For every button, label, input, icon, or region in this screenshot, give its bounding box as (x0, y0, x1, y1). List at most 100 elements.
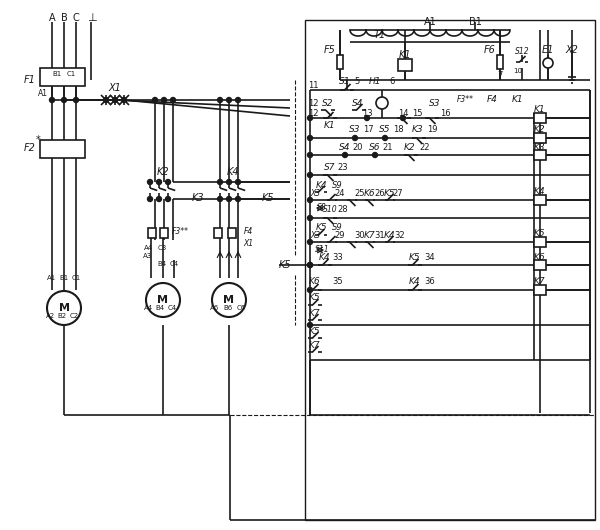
Text: A3: A3 (143, 253, 152, 259)
Text: X3: X3 (310, 190, 320, 199)
Text: K7: K7 (309, 341, 321, 350)
Text: S9: S9 (332, 181, 343, 190)
Text: K5: K5 (262, 193, 274, 203)
Text: 13: 13 (362, 109, 373, 118)
Circle shape (376, 97, 388, 109)
Circle shape (308, 116, 313, 120)
Text: S8: S8 (317, 204, 327, 213)
Text: C1: C1 (67, 71, 76, 77)
Text: 32: 32 (395, 232, 406, 241)
Text: S4: S4 (339, 143, 351, 152)
Circle shape (383, 136, 388, 140)
Text: F6: F6 (484, 45, 496, 55)
Text: K6: K6 (309, 278, 321, 287)
Text: F4: F4 (487, 95, 497, 104)
Circle shape (543, 58, 553, 68)
Text: C: C (73, 13, 79, 23)
Circle shape (308, 216, 313, 220)
Text: 17: 17 (362, 126, 373, 135)
Bar (534, 260, 546, 270)
Bar (228, 228, 236, 238)
Circle shape (148, 197, 152, 201)
Text: C2: C2 (70, 313, 79, 319)
Text: 36: 36 (425, 278, 436, 287)
Circle shape (212, 283, 246, 317)
Circle shape (353, 136, 358, 140)
Text: K5: K5 (316, 224, 328, 233)
Text: *: * (35, 135, 40, 145)
Text: K7: K7 (309, 308, 321, 317)
Text: 28: 28 (338, 206, 349, 215)
Text: F5: F5 (324, 45, 336, 55)
Text: 22: 22 (420, 143, 430, 152)
Text: K3: K3 (412, 126, 424, 135)
Circle shape (227, 98, 232, 102)
Circle shape (227, 197, 232, 201)
Text: S12: S12 (515, 48, 529, 57)
Circle shape (235, 180, 241, 184)
Circle shape (308, 153, 313, 157)
Circle shape (146, 283, 180, 317)
Bar (534, 133, 546, 143)
Text: S3: S3 (349, 126, 361, 135)
Text: 12: 12 (308, 109, 318, 118)
Text: 15: 15 (412, 109, 422, 118)
Text: S7: S7 (324, 163, 336, 172)
Circle shape (308, 172, 313, 178)
Text: 19: 19 (427, 126, 437, 135)
Text: S6: S6 (369, 143, 381, 152)
Text: B4: B4 (155, 305, 164, 311)
Circle shape (47, 291, 81, 325)
Bar (534, 195, 546, 205)
Circle shape (104, 98, 109, 102)
Text: B2: B2 (58, 313, 67, 319)
Text: B4: B4 (157, 261, 167, 267)
Circle shape (308, 287, 313, 293)
Text: X3: X3 (310, 232, 320, 241)
Text: K5: K5 (309, 294, 321, 303)
Text: 16: 16 (440, 109, 451, 118)
Text: F4: F4 (244, 227, 253, 236)
Circle shape (343, 153, 347, 157)
Text: A: A (49, 13, 55, 23)
Circle shape (161, 98, 167, 102)
Text: K5: K5 (309, 328, 321, 337)
Text: C1: C1 (71, 275, 80, 281)
Text: 23: 23 (338, 163, 349, 172)
Text: 20: 20 (353, 143, 363, 152)
Text: A4: A4 (143, 305, 152, 311)
Text: S3: S3 (429, 99, 441, 108)
Text: S5: S5 (379, 126, 391, 135)
Text: K4: K4 (534, 188, 546, 197)
Text: X2: X2 (566, 45, 578, 55)
Text: A1: A1 (47, 275, 56, 281)
Text: F2: F2 (24, 143, 36, 153)
Text: A1: A1 (38, 90, 48, 99)
Text: F3**: F3** (172, 227, 188, 236)
Text: C3: C3 (157, 245, 167, 251)
Circle shape (74, 98, 79, 102)
Circle shape (152, 98, 157, 102)
Bar (534, 285, 546, 295)
Text: K5: K5 (384, 190, 396, 199)
Text: 14: 14 (398, 109, 408, 118)
Text: C6: C6 (236, 305, 245, 311)
Text: K1: K1 (398, 50, 412, 60)
Bar (337, 55, 343, 69)
Text: B1: B1 (52, 71, 62, 77)
Text: S10: S10 (323, 206, 337, 215)
Text: 11: 11 (308, 81, 318, 90)
Text: K1: K1 (324, 121, 336, 130)
Text: S9: S9 (332, 224, 343, 233)
Text: A4: A4 (143, 245, 152, 251)
Text: A1: A1 (424, 17, 436, 27)
Circle shape (365, 116, 370, 120)
Text: 10: 10 (514, 68, 523, 74)
Bar (148, 228, 156, 238)
Text: B1: B1 (469, 17, 481, 27)
Circle shape (157, 180, 161, 184)
Text: K4: K4 (409, 278, 421, 287)
Text: A6: A6 (211, 305, 220, 311)
Circle shape (170, 98, 176, 102)
Text: K5: K5 (278, 260, 292, 270)
